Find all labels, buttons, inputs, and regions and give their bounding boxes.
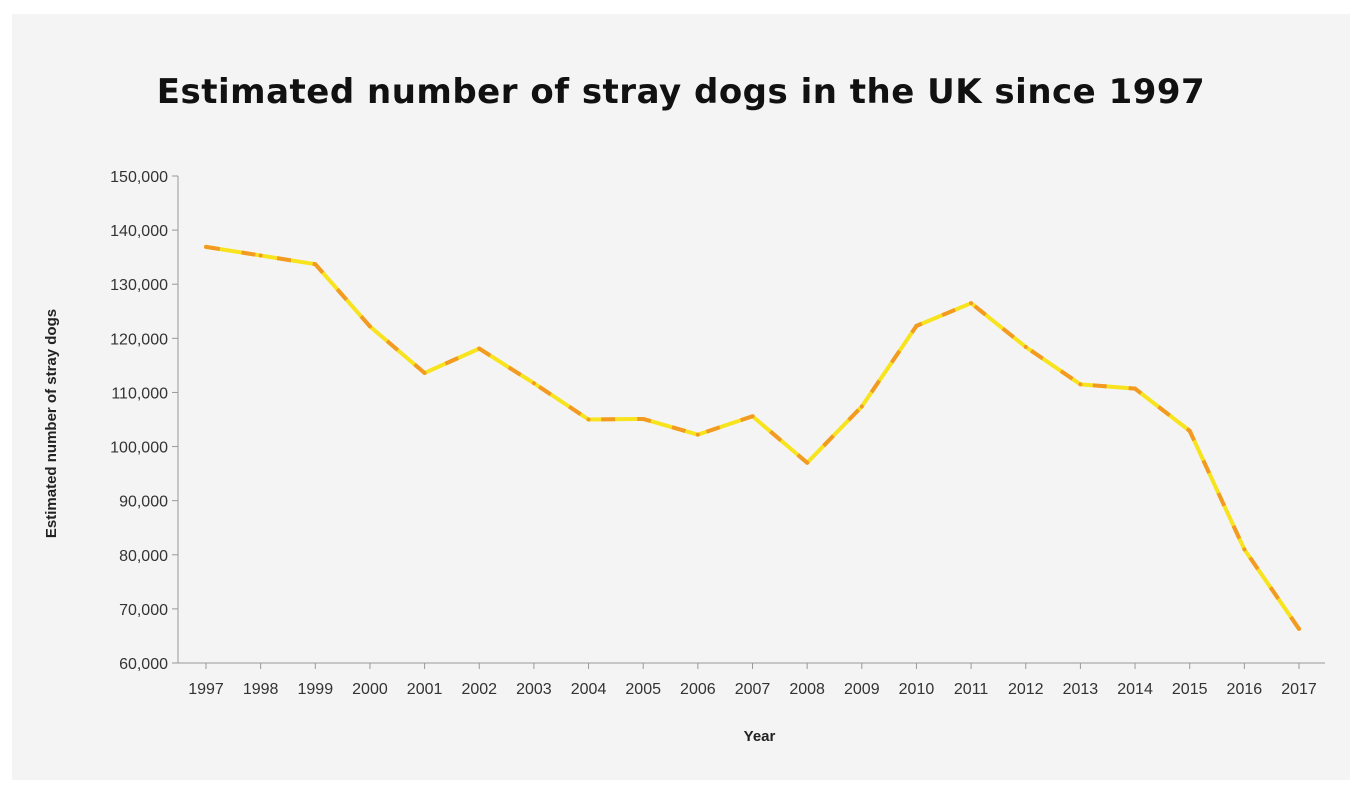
data-point (1078, 382, 1083, 387)
y-tick-label: 140,000 (110, 223, 168, 240)
x-axis-ticks: 1997 1998 1999 2000 2001 2002 2003 2004 2005 2006… (188, 663, 1317, 698)
series-line-dashes (205, 244, 1301, 631)
y-tick-label: 70,000 (119, 602, 168, 619)
x-tick-label: 2017 (1281, 681, 1317, 698)
x-tick-label: 2015 (1172, 681, 1208, 698)
x-tick-label: 2008 (789, 681, 825, 698)
x-tick-label: 2010 (899, 681, 935, 698)
x-tick-label: 1998 (243, 681, 279, 698)
data-point (914, 323, 919, 328)
data-point (1023, 344, 1028, 349)
y-tick-label: 110,000 (111, 385, 168, 402)
data-point (477, 346, 482, 351)
data-point (586, 417, 591, 422)
x-tick-label: 1997 (188, 681, 224, 698)
data-point (313, 262, 318, 267)
x-tick-label: 2006 (680, 681, 716, 698)
chart-title: Estimated number of stray dogs in the UK… (156, 72, 1206, 112)
data-point (1187, 428, 1192, 433)
y-axis-ticks: 60,000 70,000 80,000 90,000 100,000 110,000 12… (110, 169, 178, 673)
y-axis-title: Estimated number of stray dogs (43, 309, 60, 538)
data-point (805, 460, 810, 465)
chart-panel (12, 14, 1350, 780)
y-tick-label: 150,000 (110, 169, 168, 186)
axes (177, 176, 1325, 664)
x-tick-label: 2004 (571, 681, 607, 698)
series-group (204, 244, 1301, 631)
data-point (695, 432, 700, 437)
series-line (204, 244, 1301, 631)
data-point (531, 381, 536, 386)
y-tick-label: 120,000 (110, 331, 168, 348)
x-tick-label: 2000 (352, 681, 388, 698)
x-tick-label: 2014 (1117, 681, 1153, 698)
x-tick-label: 2013 (1063, 681, 1099, 698)
data-point (1297, 626, 1301, 631)
x-tick-label: 2007 (735, 681, 771, 698)
data-point (367, 324, 372, 329)
data-point (1133, 386, 1138, 391)
x-tick-label: 2003 (516, 681, 552, 698)
x-tick-label: 2009 (844, 681, 880, 698)
data-point (641, 416, 646, 421)
x-tick-label: 2005 (625, 681, 661, 698)
y-tick-label: 60,000 (119, 656, 168, 673)
x-tick-label: 2016 (1227, 681, 1263, 698)
y-tick-label: 90,000 (119, 494, 168, 511)
data-point (1242, 547, 1247, 552)
data-point (750, 414, 755, 419)
data-point (969, 301, 974, 306)
x-tick-label: 2012 (1008, 681, 1044, 698)
data-point (258, 253, 263, 258)
y-tick-label: 130,000 (110, 277, 168, 294)
x-tick-label: 1999 (298, 681, 334, 698)
data-point (859, 404, 864, 409)
x-tick-label: 2001 (407, 681, 443, 698)
y-tick-label: 100,000 (110, 440, 168, 457)
data-point (204, 244, 208, 249)
x-tick-label: 2002 (461, 681, 497, 698)
x-tick-label: 2011 (954, 681, 989, 698)
data-point (422, 370, 427, 375)
x-axis-title: Year (744, 728, 776, 745)
y-tick-label: 80,000 (119, 548, 168, 565)
